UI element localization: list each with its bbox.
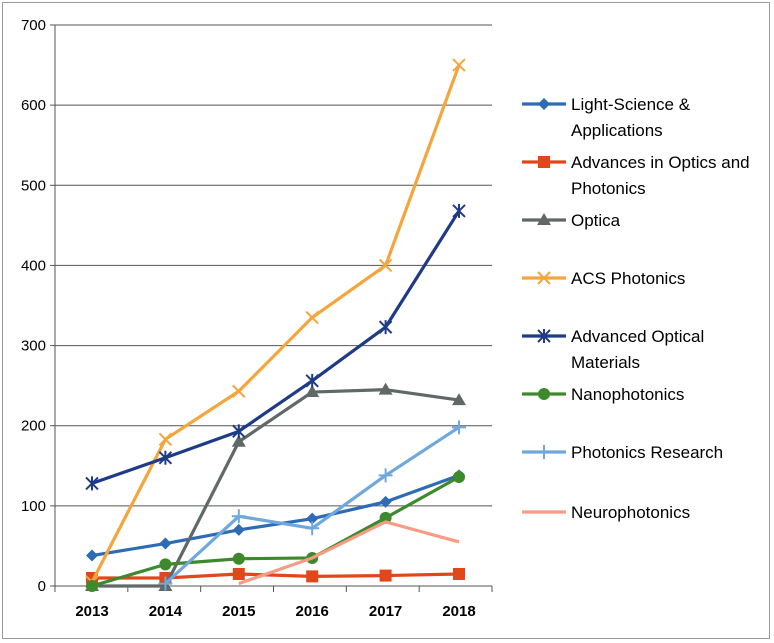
legend-item: Advances in Optics and Photonics [522, 153, 750, 198]
data-point [231, 434, 246, 447]
legend-label: Neurophotonics [571, 503, 690, 522]
series-group [85, 58, 466, 592]
data-point [232, 384, 246, 398]
series-line [92, 388, 460, 588]
data-point [86, 580, 98, 592]
data-point [306, 570, 319, 583]
data-point [159, 537, 172, 550]
legend-item: Optica [522, 211, 621, 230]
data-point [305, 310, 319, 325]
y-tick-label: 400 [21, 257, 46, 274]
data-point [378, 468, 393, 483]
data-point [379, 569, 392, 582]
data-point [378, 258, 393, 273]
data-point [537, 213, 551, 225]
series-neurophotonics [238, 520, 460, 586]
data-point [452, 58, 466, 72]
legend-label: Advanced Optical [571, 327, 704, 346]
x-axis: 2013 2014 2015 2016 2017 2018 [54, 586, 493, 620]
legend-label: Photonics [571, 179, 646, 198]
legend-label: Photonics Research [571, 443, 723, 462]
series-photonics-research [158, 420, 466, 591]
x-tick-label: 2013 [75, 603, 108, 620]
data-point [158, 432, 173, 447]
series-advanced-optical-materials [85, 203, 466, 491]
data-point [538, 156, 550, 168]
y-tick-label: 100 [21, 498, 46, 515]
data-point [453, 471, 465, 484]
legend-item: Light-Science & Applications [522, 95, 691, 140]
legend-label: Materials [571, 353, 640, 372]
legend-label: Light-Science & [571, 95, 691, 114]
data-point [538, 98, 550, 110]
legend-item: Neurophotonics [522, 503, 690, 522]
series-acs-photonics [85, 58, 466, 589]
x-tick-label: 2014 [149, 603, 183, 620]
data-point [85, 476, 99, 491]
data-point [452, 203, 466, 218]
y-tick-label: 500 [21, 177, 46, 194]
data-point [379, 495, 392, 508]
legend-item: Advanced Optical Materials [522, 327, 704, 372]
data-point [453, 567, 465, 580]
data-point [305, 385, 320, 398]
data-point [378, 320, 393, 335]
series-line [238, 520, 460, 586]
y-tick-label: 0 [38, 578, 46, 595]
x-tick-label: 2017 [369, 603, 402, 620]
gridlines [55, 24, 492, 587]
data-point [452, 393, 466, 406]
legend-item: Photonics Research [522, 443, 723, 462]
legend-item: ACS Photonics [522, 269, 685, 288]
data-point [158, 576, 173, 591]
data-point [86, 549, 98, 562]
data-point [232, 523, 245, 536]
y-tick-label: 300 [21, 338, 46, 355]
series-nanophotonics [86, 471, 465, 592]
data-point [379, 511, 392, 524]
data-point [158, 450, 173, 465]
series-light-science-applications [86, 469, 465, 562]
series-line [91, 473, 460, 558]
y-tick-label: 700 [21, 17, 46, 34]
x-tick-label: 2018 [442, 603, 475, 620]
x-tick-label: 2016 [296, 603, 329, 620]
series-line [91, 475, 460, 588]
legend-label: Nanophotonics [571, 385, 684, 404]
legend-item: Nanophotonics [522, 385, 684, 404]
data-point [232, 552, 245, 565]
legend-label: Applications [571, 121, 663, 140]
legend-label: ACS Photonics [571, 269, 685, 288]
series-line [92, 572, 460, 580]
data-point [159, 558, 172, 571]
series-line [91, 210, 461, 485]
data-point [232, 424, 246, 439]
data-point [537, 445, 551, 459]
data-point [305, 373, 319, 388]
data-point [378, 382, 393, 395]
data-point [306, 512, 319, 525]
legend-label: Advances in Optics and [571, 153, 750, 172]
x-tick-label: 2015 [222, 603, 255, 620]
y-axis: 0 100 200 300 400 500 600 700 [21, 17, 56, 595]
data-point [452, 420, 466, 435]
legend-label: Optica [571, 211, 621, 230]
data-point [305, 521, 320, 536]
data-point [231, 509, 246, 524]
data-point [232, 567, 245, 580]
series-line [90, 64, 461, 583]
y-tick-label: 200 [21, 418, 46, 435]
y-tick-label: 600 [21, 97, 46, 114]
data-point [537, 271, 551, 285]
data-point [538, 388, 550, 400]
data-point [537, 329, 551, 343]
legend: Light-Science & Applications Advances in O… [522, 95, 750, 522]
